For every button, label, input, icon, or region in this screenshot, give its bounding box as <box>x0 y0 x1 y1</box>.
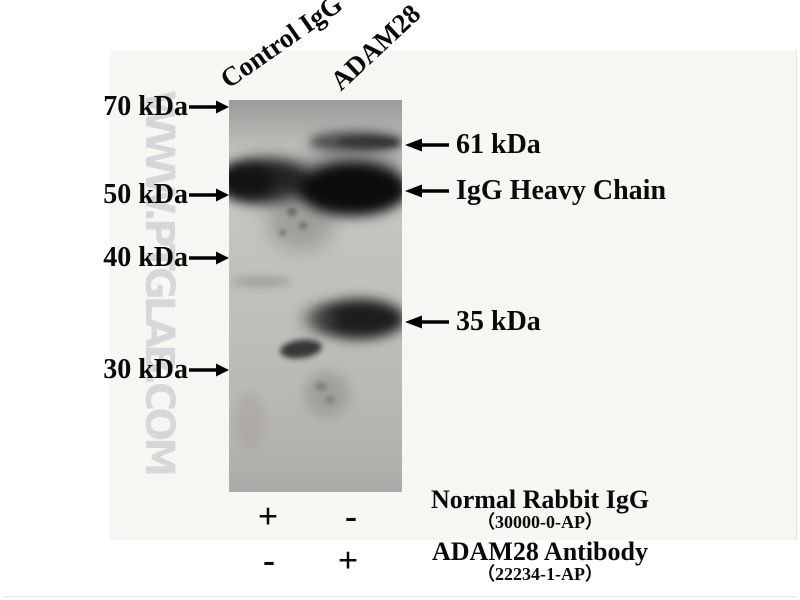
watermark: WWW.PTGLAB.COM <box>136 90 182 474</box>
mw-marker-40kda: 40 kDa <box>103 242 188 273</box>
annotation-35kda: 35 kDa <box>456 306 541 337</box>
sign-adam28-lane2: + <box>337 540 359 580</box>
arrow-left-icon <box>405 315 449 329</box>
arrow-left-icon <box>405 138 449 152</box>
arrow-right-icon <box>189 100 229 114</box>
arrow-right-icon <box>189 188 229 202</box>
band-lane1-speckle <box>299 222 307 229</box>
arrow-left-icon <box>405 184 449 198</box>
mw-marker-30kda: 30 kDa <box>103 354 188 385</box>
band-lane2-smudge-speckle <box>325 396 335 404</box>
reagent-legend: Normal Rabbit IgG （30000-0-AP） ADAM28 An… <box>412 485 668 585</box>
reagent-catalog-30000-0-ap: （30000-0-AP） <box>477 512 603 532</box>
sign-igg-lane2: - <box>345 496 357 536</box>
band-lane1-faint-scribble <box>235 392 265 450</box>
band-lane2-smudge-speckle <box>315 382 327 391</box>
blot-membrane <box>229 100 402 492</box>
band-lane2-31kda-spot <box>279 337 323 361</box>
image-bottom-edge <box>2 596 798 597</box>
band-lane1-speckle <box>279 230 286 236</box>
arrow-right-icon <box>189 251 229 265</box>
band-lane1-faint-40kda <box>231 276 291 287</box>
mw-marker-50kda: 50 kDa <box>103 179 188 210</box>
band-lane2-smudge <box>304 371 350 417</box>
reagent-catalog-22234-1-ap: （22234-1-AP） <box>477 564 603 584</box>
band-lane1-igg-heavy-chain-core <box>229 164 275 198</box>
band-lane1-speckle <box>287 208 297 216</box>
annotation-igg-heavy-chain: IgG Heavy Chain <box>456 175 667 206</box>
band-lane2-igg-heavy-chain <box>298 162 402 216</box>
sign-adam28-lane1: - <box>263 540 275 580</box>
reagent-name-normal-rabbit-igg: Normal Rabbit IgG <box>430 485 650 514</box>
band-lane2-35kda-fade <box>301 306 335 332</box>
annotation-61kda: 61 kDa <box>456 129 541 160</box>
reagent-name-adam28-antibody: ADAM28 Antibody <box>432 537 648 566</box>
mw-marker-70kda: 70 kDa <box>103 91 188 122</box>
band-lane2-61kda-core <box>337 137 399 148</box>
figure-panel-background <box>110 50 797 540</box>
arrow-right-icon <box>189 363 229 377</box>
sign-igg-lane1: + <box>257 496 279 536</box>
